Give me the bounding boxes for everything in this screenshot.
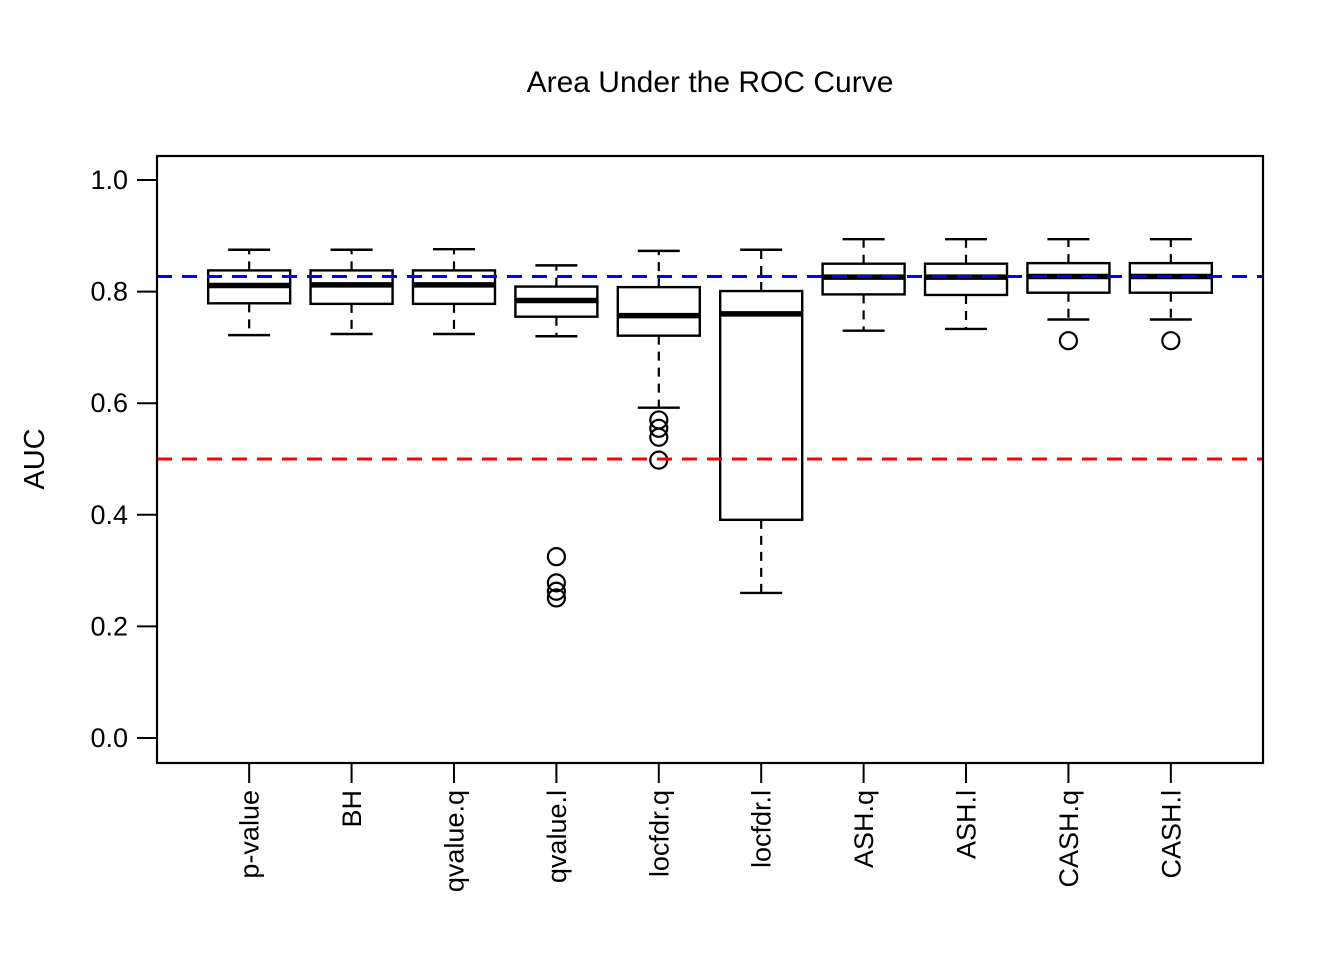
plot-border bbox=[155, 154, 1265, 765]
box-rect bbox=[719, 289, 804, 522]
chart-title: Area Under the ROC Curve bbox=[527, 66, 894, 99]
x-axis-tick-label: qvalue.l bbox=[542, 790, 572, 883]
outlier-point bbox=[546, 547, 566, 567]
outlier-point bbox=[546, 573, 566, 593]
y-axis-tick-label: 0.6 bbox=[90, 388, 128, 418]
box-rect bbox=[616, 285, 701, 337]
outlier-point bbox=[546, 581, 566, 601]
y-axis-tick-label: 0.8 bbox=[90, 277, 128, 307]
outlier-point bbox=[546, 588, 566, 608]
y-axis-tick-label: 0.2 bbox=[90, 611, 128, 641]
x-axis-tick-label: p-value bbox=[235, 790, 265, 879]
y-axis-tick-label: 0.4 bbox=[90, 500, 128, 530]
x-axis-tick-label: locfdr.l bbox=[747, 790, 777, 868]
outlier-point bbox=[649, 418, 669, 438]
x-axis-tick-label: CASH.l bbox=[1156, 790, 1186, 879]
x-axis-tick-label: BH bbox=[337, 790, 367, 828]
x-axis-tick-label: ASH.q bbox=[849, 790, 879, 868]
x-axis-tick-label: locfdr.q bbox=[644, 790, 674, 877]
outlier-point bbox=[1161, 331, 1181, 351]
y-axis-tick-label: 0.0 bbox=[90, 723, 128, 753]
y-axis-label: AUC bbox=[19, 428, 51, 489]
outlier-point bbox=[649, 427, 669, 447]
outlier-point bbox=[1058, 331, 1079, 351]
y-axis-tick-label: 1.0 bbox=[90, 165, 128, 195]
x-axis-tick-label: qvalue.q bbox=[439, 790, 469, 892]
x-axis-tick-label: ASH.l bbox=[952, 790, 982, 859]
x-axis-tick-label: CASH.q bbox=[1054, 790, 1084, 888]
plot-area: 0.0 0.2 0.4 0.6 0.8 1.0 p-value BH qvalue.q qvalu… bbox=[90, 154, 1265, 892]
